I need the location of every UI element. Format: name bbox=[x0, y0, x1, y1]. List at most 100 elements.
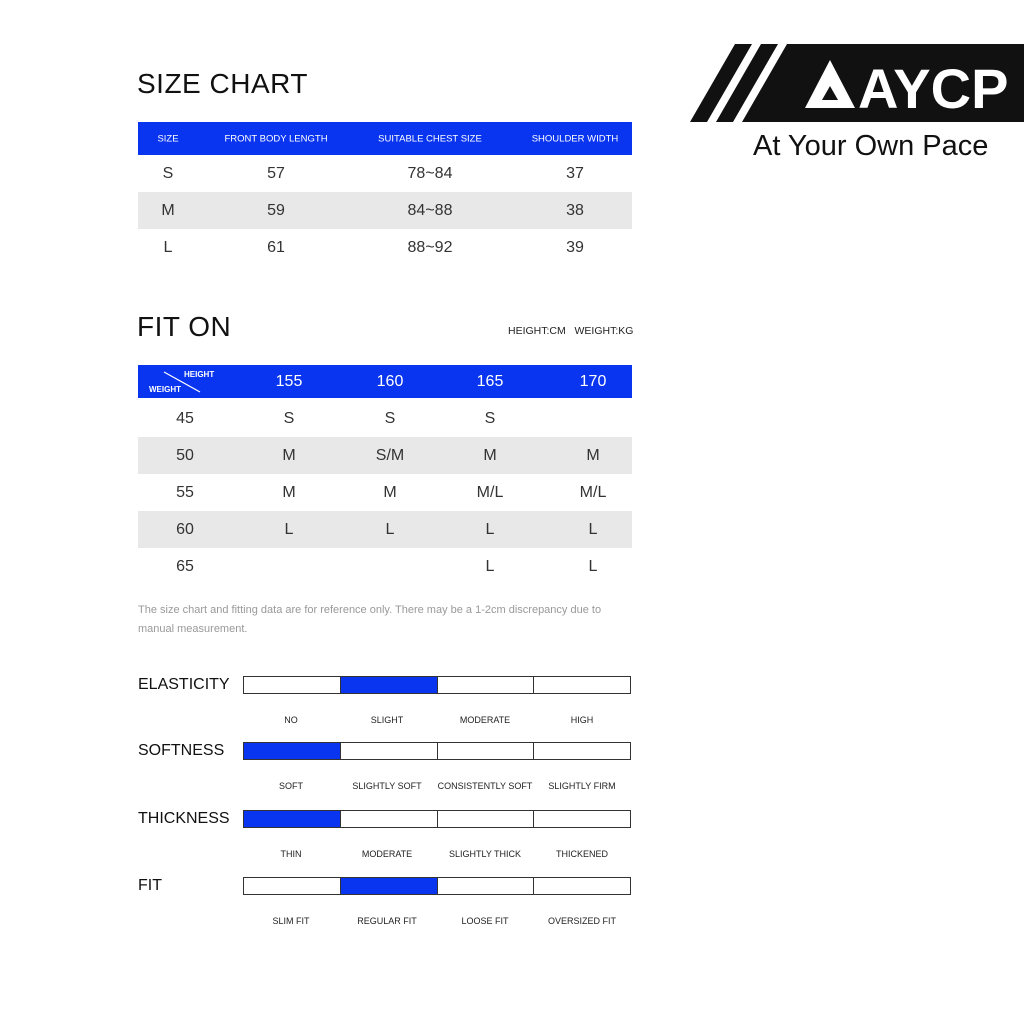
attribute-scale-softness bbox=[243, 742, 631, 760]
table-row: 55 M M M/L M/L bbox=[138, 474, 632, 511]
height-cell: 170 bbox=[579, 372, 607, 390]
weight-cell: 65 bbox=[176, 557, 194, 575]
table-row: S 57 78~84 37 bbox=[138, 155, 632, 192]
scale-segment bbox=[438, 743, 535, 759]
attribute-name: THICKNESS bbox=[138, 810, 230, 827]
fit-on-table: HEIGHT WEIGHT 155 160 165 170 45 S S S 50 M S/… bbox=[138, 365, 632, 585]
table-row: 60 L L L L bbox=[138, 511, 632, 548]
weight-cell: 45 bbox=[176, 409, 194, 427]
table-row: M 59 84~88 38 bbox=[138, 192, 632, 229]
table-cell: 37 bbox=[566, 164, 584, 182]
size-cell: S bbox=[283, 409, 295, 427]
scale-label: CONSISTENTLY SOFT bbox=[437, 781, 533, 791]
table-row: 45 S S S bbox=[138, 400, 632, 437]
header-cell: SIZE bbox=[157, 133, 179, 144]
size-chart-table: SIZE FRONT BODY LENGTH SUITABLE CHEST SI… bbox=[138, 122, 632, 266]
scale-segment bbox=[534, 878, 630, 894]
header-cell: FRONT BODY LENGTH bbox=[224, 133, 328, 144]
weight-cell: 60 bbox=[176, 520, 194, 538]
table-cell: 88~92 bbox=[407, 238, 453, 256]
fit-on-title: FIT ON bbox=[137, 311, 232, 342]
size-cell: M bbox=[483, 446, 497, 464]
scale-segment bbox=[534, 743, 630, 759]
scale-label: THICKENED bbox=[555, 849, 609, 859]
attribute-name: FIT bbox=[138, 877, 162, 894]
scale-segment bbox=[341, 743, 438, 759]
table-cell: 78~84 bbox=[407, 164, 453, 182]
size-cell: S bbox=[484, 409, 496, 427]
table-cell: L bbox=[163, 238, 173, 256]
scale-segment bbox=[534, 811, 630, 827]
scale-label: SLIM FIT bbox=[272, 916, 310, 926]
header-cell: SUITABLE CHEST SIZE bbox=[378, 133, 482, 144]
scale-segment bbox=[438, 878, 535, 894]
scale-label: THIN bbox=[280, 849, 302, 859]
scale-label: NO bbox=[284, 715, 298, 725]
size-cell: M/L bbox=[579, 483, 607, 501]
weight-cell: 50 bbox=[176, 446, 194, 464]
size-cell: L bbox=[485, 557, 495, 575]
scale-segment bbox=[340, 677, 438, 693]
scale-label: HIGH bbox=[570, 715, 594, 725]
size-cell: L bbox=[284, 520, 294, 538]
size-cell: M bbox=[282, 483, 296, 501]
scale-label: SOFT bbox=[279, 781, 303, 791]
table-row: 50 M S/M M M bbox=[138, 437, 632, 474]
scale-label: MODERATE bbox=[361, 849, 413, 859]
disclaimer-note: The size chart and fitting data are for … bbox=[138, 604, 602, 635]
attribute-scale-elasticity bbox=[243, 676, 631, 694]
size-cell: M/L bbox=[476, 483, 504, 501]
height-cell: 165 bbox=[476, 372, 504, 390]
corner-weight: WEIGHT bbox=[149, 385, 181, 394]
scale-segment bbox=[244, 743, 341, 759]
scale-segment bbox=[438, 677, 535, 693]
scale-label: REGULAR FIT bbox=[357, 916, 417, 926]
scale-label: SLIGHTLY THICK bbox=[448, 849, 522, 859]
size-cell: L bbox=[588, 557, 598, 575]
scale-label: SLIGHTLY SOFT bbox=[352, 781, 422, 791]
weight-cell: 55 bbox=[176, 483, 194, 501]
size-cell: L bbox=[385, 520, 395, 538]
scale-segment bbox=[534, 677, 630, 693]
attribute-name: SOFTNESS bbox=[138, 742, 225, 759]
scale-label: OVERSIZED FIT bbox=[547, 916, 617, 926]
scale-label: LOOSE FIT bbox=[461, 916, 509, 926]
scale-label: SLIGHT bbox=[370, 715, 404, 725]
logo-text: AYCP bbox=[858, 57, 1008, 120]
size-cell: M bbox=[282, 446, 296, 464]
attribute-scale-thickness bbox=[243, 810, 631, 828]
corner-height: HEIGHT bbox=[184, 370, 215, 379]
size-cell: M bbox=[586, 446, 600, 464]
table-cell: M bbox=[161, 201, 175, 219]
fit-on-header: HEIGHT WEIGHT 155 160 165 170 bbox=[138, 365, 632, 398]
header-cell: SHOULDER WIDTH bbox=[531, 133, 619, 144]
size-cell: M bbox=[383, 483, 397, 501]
size-cell: L bbox=[588, 520, 598, 538]
size-chart-header: SIZE FRONT BODY LENGTH SUITABLE CHEST SI… bbox=[138, 122, 632, 155]
size-chart-title: SIZE CHART bbox=[137, 68, 308, 99]
logo-graphic: AYCP bbox=[690, 44, 1024, 122]
units-label: HEIGHT:CM WEIGHT:KG bbox=[508, 325, 634, 337]
table-row: 65 L L bbox=[138, 548, 632, 585]
attribute-scale-fit bbox=[243, 877, 631, 895]
table-cell: 57 bbox=[267, 164, 285, 182]
scale-label: MODERATE bbox=[459, 715, 511, 725]
height-cell: 155 bbox=[275, 372, 303, 390]
height-cell: 160 bbox=[376, 372, 404, 390]
scale-segment bbox=[341, 811, 438, 827]
scale-segment bbox=[244, 677, 341, 693]
table-cell: 39 bbox=[566, 238, 584, 256]
scale-label: SLIGHTLY FIRM bbox=[548, 781, 616, 791]
scale-segment bbox=[340, 878, 438, 894]
diagonal-divider bbox=[163, 371, 201, 393]
table-cell: 84~88 bbox=[407, 201, 453, 219]
size-cell: L bbox=[485, 520, 495, 538]
table-cell: 59 bbox=[267, 201, 285, 219]
table-cell: 38 bbox=[566, 201, 584, 219]
size-cell: S bbox=[384, 409, 396, 427]
table-cell: S bbox=[162, 164, 174, 182]
attribute-name: ELASTICITY bbox=[138, 676, 230, 693]
scale-segment bbox=[244, 878, 341, 894]
scale-segment bbox=[244, 811, 341, 827]
size-cell: S/M bbox=[375, 446, 405, 464]
